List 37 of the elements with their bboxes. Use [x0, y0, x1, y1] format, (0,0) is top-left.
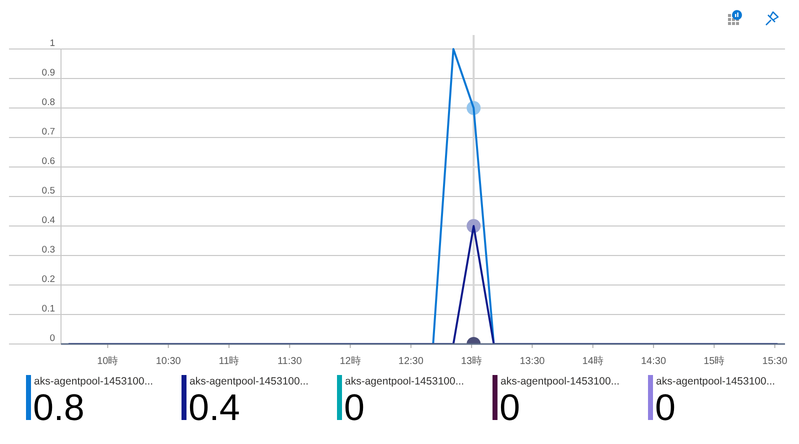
text: 0 [655, 387, 676, 428]
legend-item: aks-agentpool-1453100... [182, 375, 309, 389]
legend-item: aks-agentpool-1453100... [337, 375, 464, 389]
x-tick-label: 15時 [704, 355, 725, 367]
y-tick-label: 0.5 [42, 186, 55, 196]
text: 0.4 [188, 387, 240, 428]
x-tick-label: 11時 [218, 355, 240, 367]
y-tick-label: 0.7 [42, 126, 55, 138]
x-tick-label: 15:30 [762, 356, 788, 367]
legend-item: aks-agentpool-1453100... [492, 375, 620, 389]
y-tick-label: 0.6 [42, 156, 55, 167]
x-tick-label: 10時 [97, 355, 118, 367]
text: 0 [344, 387, 365, 428]
legend-label: aks-agentpool-1453100... [34, 376, 154, 388]
y-tick-label: 0 [50, 333, 55, 344]
y-tick-label: 0.2 [42, 274, 55, 285]
y-tick-label: 0.3 [42, 244, 55, 256]
y-tick-label: 1 [50, 38, 55, 49]
x-tick-label: 13時 [461, 355, 482, 367]
legend-item: aks-agentpool-1453100... [26, 375, 154, 389]
x-tick-label: 11:30 [277, 356, 302, 367]
x-tick-label: 14時 [582, 355, 604, 367]
legend-item: aks-agentpool-1453100... [648, 375, 776, 389]
y-tick-label: 0.4 [42, 215, 55, 226]
legend-label: aks-agentpool-1453100... [500, 376, 620, 388]
x-tick-label: 10:30 [156, 356, 182, 367]
legend-label: aks-agentpool-1453100... [190, 376, 309, 388]
legend-label: aks-agentpool-1453100... [345, 376, 464, 388]
y-tick-label: 0.8 [42, 97, 55, 108]
x-tick-label: 13:30 [520, 356, 546, 367]
y-tick-label: 0.1 [42, 304, 55, 314]
x-tick-label: 12時 [340, 355, 361, 367]
x-tick-label: 12:30 [398, 356, 424, 367]
legend-label: aks-agentpool-1453100... [656, 376, 776, 388]
x-tick-label: 14:30 [641, 356, 666, 367]
y-tick-label: 0.9 [42, 68, 55, 78]
text: 0 [500, 387, 520, 428]
